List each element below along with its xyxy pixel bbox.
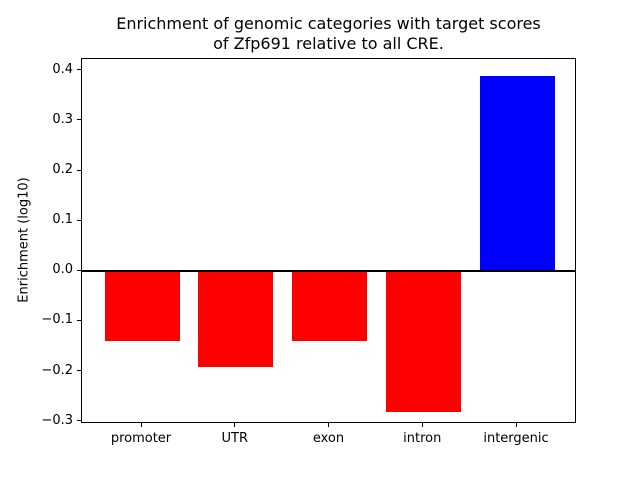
zero-line	[82, 270, 575, 273]
x-tick-label-promoter: promoter	[110, 431, 172, 446]
y-tick-mark	[77, 420, 81, 422]
y-tick-mark	[77, 370, 81, 372]
x-tick-label-exon: exon	[312, 431, 345, 446]
chart-title-line-2: of Zfp691 relative to all CRE.	[213, 34, 444, 53]
x-tick-label-intron: intron	[403, 431, 442, 446]
y-tick-label: 0.2	[52, 162, 73, 178]
x-tick-label-intergenic: intergenic	[483, 431, 549, 446]
y-tick-mark	[77, 319, 81, 321]
plot-inner	[82, 59, 575, 422]
y-tick-label: 0.3	[52, 111, 73, 127]
x-tick-mark	[140, 423, 142, 427]
y-tick-mark	[77, 269, 81, 271]
y-tick-mark	[77, 69, 81, 71]
bar-intron	[385, 271, 461, 412]
y-tick-label: 0.1	[52, 212, 73, 228]
bar-promoter	[104, 271, 180, 342]
x-tick-label-UTR: UTR	[221, 431, 249, 446]
y-tick-label: 0.0	[52, 262, 73, 278]
x-tick-mark	[234, 423, 236, 427]
chart-title: Enrichment of genomic categories with ta…	[81, 14, 576, 54]
x-tick-mark	[421, 423, 423, 427]
plot-area	[81, 58, 576, 423]
y-tick-label: −0.2	[41, 362, 73, 378]
y-tick-mark	[77, 219, 81, 221]
y-tick-label: −0.1	[41, 312, 73, 328]
y-tick-mark	[77, 119, 81, 121]
y-tick-label: 0.4	[52, 61, 73, 77]
bar-intergenic	[479, 75, 555, 272]
x-tick-mark	[328, 423, 329, 427]
y-axis-label: Enrichment (log10)	[16, 177, 32, 303]
y-tick-label: −0.3	[41, 412, 73, 428]
chart-title-line-1: Enrichment of genomic categories with ta…	[116, 14, 541, 33]
x-tick-mark	[515, 423, 517, 427]
bar-exon	[292, 271, 367, 342]
bar-UTR	[198, 271, 274, 367]
y-tick-mark	[77, 169, 81, 171]
